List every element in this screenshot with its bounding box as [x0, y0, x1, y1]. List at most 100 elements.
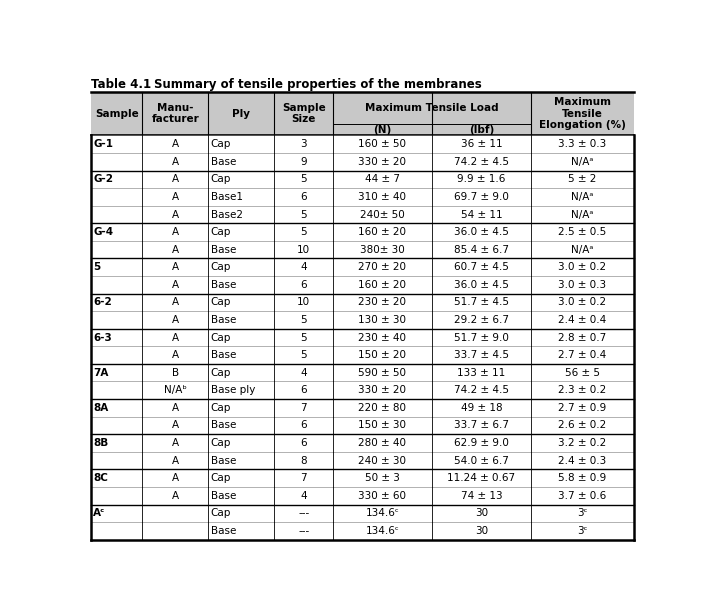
Text: A: A — [172, 420, 179, 431]
Bar — [91, 206, 633, 224]
Text: 4: 4 — [300, 368, 307, 378]
Text: 150 ± 30: 150 ± 30 — [358, 420, 407, 431]
Text: A: A — [172, 456, 179, 465]
Text: 2.4 ± 0.4: 2.4 ± 0.4 — [558, 315, 607, 325]
Text: 2.8 ± 0.7: 2.8 ± 0.7 — [558, 333, 607, 342]
Text: 240± 50: 240± 50 — [360, 209, 405, 219]
Text: 150 ± 20: 150 ± 20 — [358, 350, 407, 360]
Bar — [91, 311, 633, 329]
Text: 330 ± 20: 330 ± 20 — [358, 157, 407, 167]
Text: 134.6ᶜ: 134.6ᶜ — [366, 526, 399, 536]
Text: A: A — [172, 157, 179, 167]
Text: 54.0 ± 6.7: 54.0 ± 6.7 — [454, 456, 509, 465]
Text: A: A — [172, 315, 179, 325]
Text: 7A: 7A — [93, 368, 109, 378]
Text: 280 ± 40: 280 ± 40 — [358, 438, 407, 448]
Text: 44 ± 7: 44 ± 7 — [365, 174, 400, 185]
Text: 5: 5 — [300, 227, 307, 237]
Text: Base ply: Base ply — [211, 385, 255, 395]
Text: Base: Base — [211, 157, 236, 167]
Text: 2.5 ± 0.5: 2.5 ± 0.5 — [558, 227, 607, 237]
Text: A: A — [172, 473, 179, 483]
Text: 270 ± 20: 270 ± 20 — [358, 262, 407, 272]
Text: 330 ± 20: 330 ± 20 — [358, 385, 407, 395]
Text: 3.3 ± 0.3: 3.3 ± 0.3 — [558, 139, 607, 149]
Text: Sample
Size: Sample Size — [282, 103, 325, 124]
Bar — [91, 452, 633, 470]
Bar — [91, 135, 633, 153]
Bar — [91, 329, 633, 347]
Text: 8B: 8B — [93, 438, 109, 448]
Text: Cap: Cap — [211, 438, 231, 448]
Text: 240 ± 30: 240 ± 30 — [358, 456, 407, 465]
Text: 56 ± 5: 56 ± 5 — [565, 368, 600, 378]
Text: 3.0 ± 0.3: 3.0 ± 0.3 — [559, 280, 607, 290]
Text: 74.2 ± 4.5: 74.2 ± 4.5 — [454, 157, 509, 167]
Bar — [209, 92, 274, 135]
Text: 5: 5 — [300, 315, 307, 325]
Bar — [91, 241, 633, 258]
Text: 30: 30 — [475, 509, 488, 518]
Text: Maximum Tensile Load: Maximum Tensile Load — [365, 103, 498, 113]
Text: A: A — [172, 491, 179, 501]
Bar — [531, 92, 633, 135]
Text: 10: 10 — [297, 245, 310, 255]
Text: 6-2: 6-2 — [93, 297, 112, 308]
Text: Base: Base — [211, 350, 236, 360]
Text: A: A — [172, 139, 179, 149]
Text: 33.7 ± 6.7: 33.7 ± 6.7 — [454, 420, 509, 431]
Text: Base: Base — [211, 420, 236, 431]
Text: A: A — [172, 174, 179, 185]
Text: Cap: Cap — [211, 473, 231, 483]
Text: Cap: Cap — [211, 509, 231, 518]
Text: 3.0 ± 0.2: 3.0 ± 0.2 — [559, 262, 607, 272]
Text: (N): (N) — [373, 125, 392, 135]
Bar — [91, 258, 633, 276]
Text: 130 ± 30: 130 ± 30 — [358, 315, 407, 325]
Text: N/Aᵃ: N/Aᵃ — [571, 245, 593, 255]
Text: B: B — [172, 368, 179, 378]
Text: 133 ± 11: 133 ± 11 — [457, 368, 506, 378]
Text: 50 ± 3: 50 ± 3 — [365, 473, 400, 483]
Text: 7: 7 — [300, 403, 307, 413]
Text: 310 ± 40: 310 ± 40 — [358, 192, 407, 202]
Text: ---: --- — [298, 509, 310, 518]
Text: 74 ± 13: 74 ± 13 — [461, 491, 502, 501]
Text: Base: Base — [211, 526, 236, 536]
Bar — [91, 364, 633, 381]
Text: 6: 6 — [300, 280, 307, 290]
Text: 6: 6 — [300, 385, 307, 395]
Text: 36.0 ± 4.5: 36.0 ± 4.5 — [454, 227, 509, 237]
Text: Cap: Cap — [211, 297, 231, 308]
Bar — [91, 171, 633, 188]
Text: 49 ± 18: 49 ± 18 — [461, 403, 502, 413]
Text: A: A — [172, 192, 179, 202]
Bar — [91, 470, 633, 487]
Text: 5.8 ± 0.9: 5.8 ± 0.9 — [558, 473, 607, 483]
Text: N/Aᵃ: N/Aᵃ — [571, 192, 593, 202]
Bar — [142, 92, 209, 135]
Text: 5 ± 2: 5 ± 2 — [568, 174, 597, 185]
Text: 160 ± 50: 160 ± 50 — [358, 139, 407, 149]
Text: 4: 4 — [300, 491, 307, 501]
Text: 8C: 8C — [93, 473, 108, 483]
Text: A: A — [172, 280, 179, 290]
Text: 2.7 ± 0.4: 2.7 ± 0.4 — [558, 350, 607, 360]
Text: 380± 30: 380± 30 — [360, 245, 405, 255]
Text: 5: 5 — [300, 174, 307, 185]
Text: Cap: Cap — [211, 262, 231, 272]
Text: 5: 5 — [300, 350, 307, 360]
Text: A: A — [172, 245, 179, 255]
Text: 3.7 ± 0.6: 3.7 ± 0.6 — [558, 491, 607, 501]
Text: 5: 5 — [93, 262, 100, 272]
Text: 6: 6 — [300, 192, 307, 202]
Text: 2.4 ± 0.3: 2.4 ± 0.3 — [558, 456, 607, 465]
Text: 36.0 ± 4.5: 36.0 ± 4.5 — [454, 280, 509, 290]
Text: Base: Base — [211, 315, 236, 325]
Text: Cap: Cap — [211, 333, 231, 342]
Text: Manu-
facturer: Manu- facturer — [151, 103, 199, 124]
Bar — [91, 417, 633, 434]
Text: 9.9 ± 1.6: 9.9 ± 1.6 — [457, 174, 506, 185]
Text: A: A — [172, 350, 179, 360]
Text: Sample: Sample — [95, 108, 139, 119]
